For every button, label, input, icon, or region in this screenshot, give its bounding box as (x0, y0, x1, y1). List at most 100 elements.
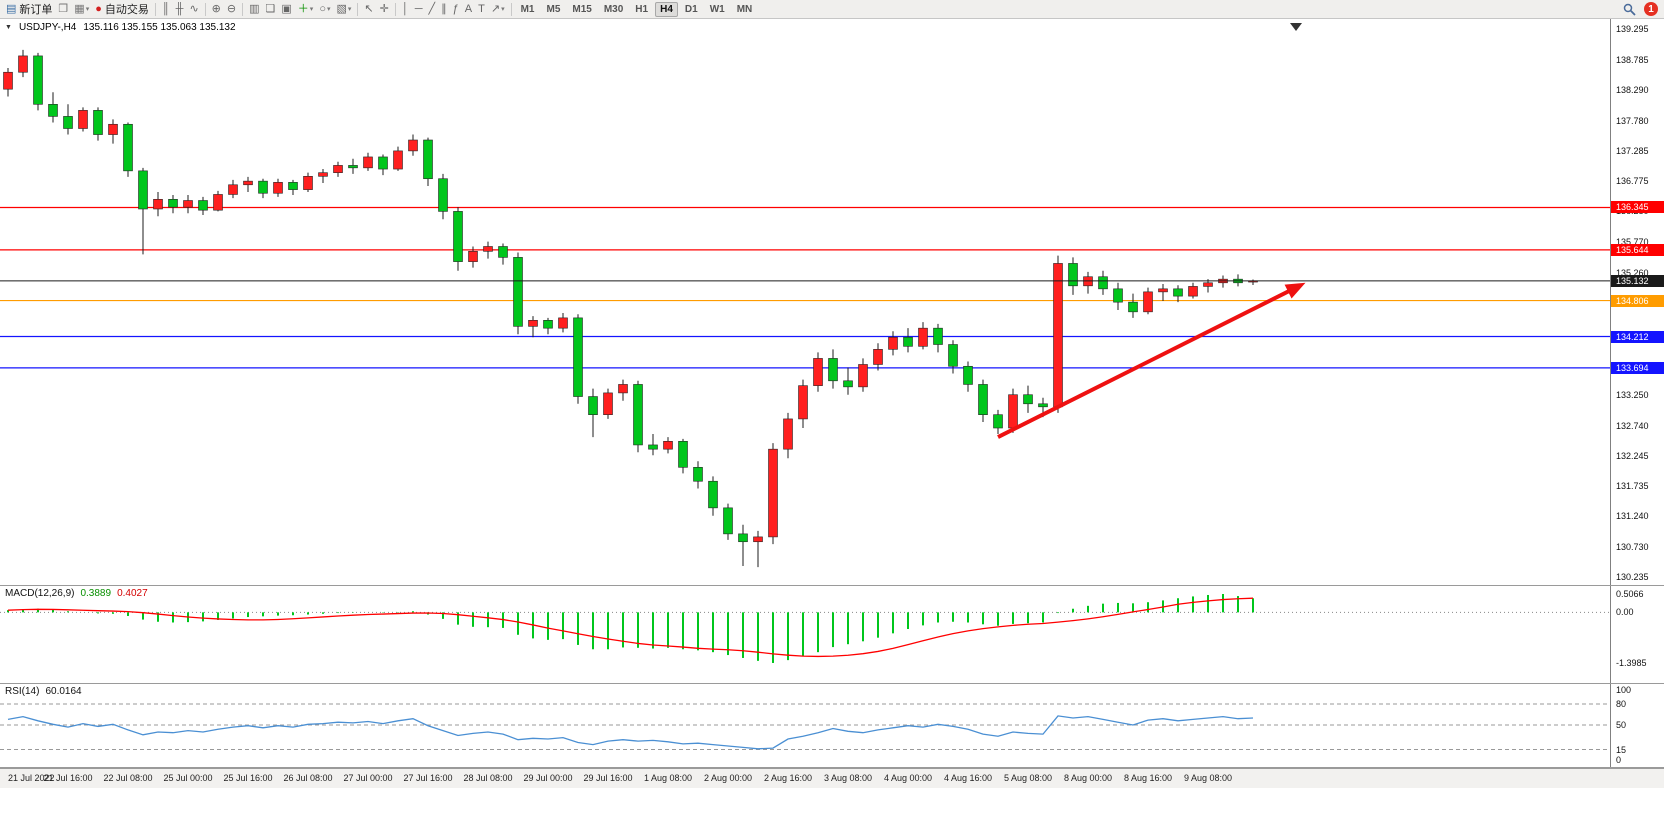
timeframe-button-mn[interactable]: MN (736, 3, 753, 15)
indicators-button[interactable]: ＋ ▾ (295, 1, 317, 18)
timeframe-button-d1[interactable]: D1 (684, 3, 698, 15)
candle-body-bull (1203, 282, 1213, 287)
candle-body-bull (3, 71, 13, 90)
chart-window-button[interactable]: ❐ (55, 1, 71, 18)
cascade-windows-button[interactable]: ❏ (263, 1, 279, 18)
arrows-tool-button[interactable]: ↗ ▾ (488, 1, 508, 18)
time-axis-label: 29 Jul 00:00 (523, 773, 573, 783)
time-axis-label: 3 Aug 08:00 (823, 773, 873, 783)
toolbar-separator (394, 2, 396, 16)
new-order-button[interactable]: ▤ 新订单 (3, 1, 55, 18)
candle-body-bear (678, 441, 688, 468)
pane-resize-separator[interactable] (0, 683, 1664, 684)
zoom-in-button[interactable]: ⊕ (209, 1, 224, 18)
collapse-icon[interactable]: ▼ (5, 24, 12, 31)
timeframe-button-m15[interactable]: M15 (572, 3, 592, 15)
candle-body-bear (168, 198, 178, 208)
candle-body-bear (93, 110, 103, 135)
candle-body-bull (213, 194, 223, 211)
fibonacci-button[interactable]: ƒ (450, 1, 462, 18)
templates-button[interactable]: ▧ ▾ (333, 1, 354, 18)
templates-icon: ▧ (336, 2, 347, 15)
search-button[interactable] (1620, 1, 1639, 18)
time-axis-label: 8 Aug 16:00 (1123, 773, 1173, 783)
candle-body-bear (288, 182, 298, 190)
zoom-out-button[interactable]: ⊖ (224, 1, 239, 18)
candle-body-bear (1068, 263, 1078, 287)
time-axis-label: 5 Aug 08:00 (1003, 773, 1053, 783)
tile-windows-button[interactable]: ▥ (246, 1, 262, 18)
notification-badge[interactable]: 1 (1644, 2, 1658, 16)
candle-body-bull (768, 448, 778, 538)
price-axis-label: 137.780 (1616, 115, 1649, 126)
dropdown-arrow-icon: ▾ (347, 6, 352, 13)
candle-body-bear (648, 444, 658, 450)
chart-shift-marker[interactable] (1290, 23, 1302, 31)
pane-resize-separator[interactable] (0, 585, 1664, 586)
candlestick-chart[interactable] (0, 19, 1610, 585)
price-axis-label: 135.260 (1616, 268, 1649, 279)
macd-indicator-chart[interactable] (0, 586, 1610, 683)
time-axis-label: 25 Jul 16:00 (223, 773, 273, 783)
price-line-tag: 134.212 (1611, 330, 1664, 343)
rsi-indicator-chart[interactable] (0, 684, 1610, 767)
macd-signal-value: 0.4027 (117, 588, 148, 599)
dropdown-arrow-icon: ▾ (326, 6, 331, 13)
candle-body-bull (918, 327, 928, 347)
candle-body-bear (948, 344, 958, 367)
price-axis-label: 132.740 (1616, 420, 1649, 431)
price-axis-label: 130.730 (1616, 542, 1649, 553)
candle-body-bear (438, 178, 448, 212)
candle-body-bear (513, 257, 523, 327)
cursor-button[interactable]: ↖ (361, 1, 376, 18)
arrange-windows-button[interactable]: ▣ (278, 1, 294, 18)
timeframe-button-h1[interactable]: H1 (635, 3, 649, 15)
periods-button[interactable]: ○ ▾ (316, 1, 333, 18)
text-button[interactable]: A (462, 1, 475, 18)
price-axis[interactable]: 139.295 138.785 138.290 137.780 137.285 136.7… (1610, 19, 1664, 788)
candle-body-bear (543, 320, 553, 329)
trend-arrow-line[interactable] (997, 286, 1296, 439)
candlestick-mode-button[interactable]: ╫ (173, 1, 187, 18)
time-axis[interactable]: 21 Jul 2022 21 Jul 16:00 22 Jul 08:00 25 Ju… (0, 768, 1664, 788)
autotrading-button[interactable]: ● 自动交易 (92, 1, 152, 18)
toolbar-separator (242, 2, 244, 16)
candle-body-bull (1143, 291, 1153, 313)
text-label-button[interactable]: T (475, 1, 488, 18)
candle-body-bear (1173, 288, 1183, 297)
time-axis-label: 22 Jul 08:00 (103, 773, 153, 783)
crosshair-icon: ✛ (379, 2, 389, 15)
timeframe-button-w1[interactable]: W1 (709, 3, 725, 15)
horizontal-line-button[interactable]: ─ (412, 1, 426, 18)
candle-body-bear (198, 200, 208, 211)
crosshair-button[interactable]: ✛ (377, 1, 392, 18)
pane-resize-separator[interactable] (0, 767, 1664, 768)
line-chart-mode-button[interactable]: ∿ (186, 1, 201, 18)
timeframe-button-h4[interactable]: H4 (655, 1, 678, 17)
rsi-value: 60.0164 (45, 686, 82, 697)
timeframe-button-m5[interactable]: M5 (546, 3, 561, 15)
vertical-line-button[interactable]: │ (399, 1, 412, 18)
timeframe-button-m1[interactable]: M1 (520, 3, 535, 15)
candle-body-bear (1023, 394, 1033, 405)
candle-body-bear (573, 317, 583, 397)
candle-body-bull (393, 150, 403, 170)
profiles-button[interactable]: ▦ ▾ (71, 1, 92, 18)
time-axis-label: 26 Jul 08:00 (283, 773, 333, 783)
time-axis-label: 9 Aug 08:00 (1183, 773, 1233, 783)
price-axis-label: 137.285 (1616, 145, 1649, 156)
trendline-button[interactable]: ╱ (426, 1, 439, 18)
candle-body-bull (228, 184, 238, 195)
candle-body-bull (858, 364, 868, 388)
candle-body-bull (1008, 394, 1018, 429)
macd-main-value: 0.3889 (80, 588, 112, 599)
candle-body-bull (183, 200, 193, 208)
timeframe-button-m30[interactable]: M30 (603, 3, 624, 15)
channel-button[interactable]: ∥ (438, 1, 450, 18)
main-toolbar: ▤ 新订单 ❐ ▦ ▾ ● 自动交易 ║ ╫ ∿ ⊕ ⊖ ▥ ❏ ▣ ＋ ▾ ○ ▾ ▧ ▾ ↖ ✛ │ ─ ╱ ∥ ƒ A T ↗ ▾ M1 M… (0, 0, 1664, 19)
candle-body-bear (843, 380, 853, 388)
bar-chart-mode-button[interactable]: ║ (159, 1, 173, 18)
candle-body-bull (108, 123, 118, 135)
trendline-icon: ╱ (428, 2, 436, 15)
candle-body-bear (738, 533, 748, 543)
